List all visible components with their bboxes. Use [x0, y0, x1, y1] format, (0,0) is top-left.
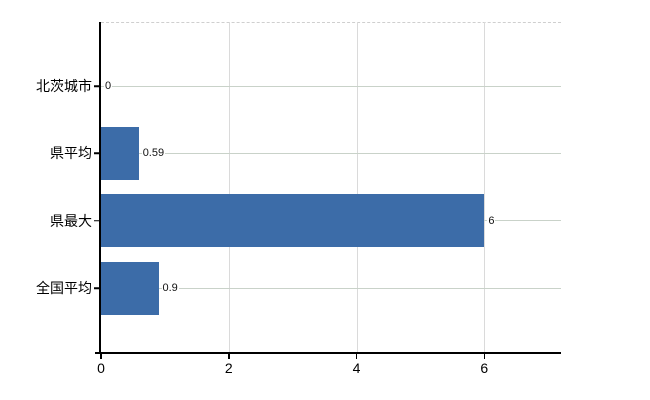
- x-axis-tick: [483, 354, 486, 359]
- y-axis-tick: [94, 152, 101, 155]
- x-axis: [95, 352, 561, 354]
- x-gridline: [356, 22, 358, 352]
- x-gridline: [484, 22, 486, 352]
- bar: [101, 194, 485, 248]
- x-axis-tick: [355, 354, 358, 359]
- x-tick-label: 4: [352, 360, 361, 376]
- y-axis: [99, 22, 101, 354]
- bar: [101, 126, 139, 180]
- row-gridline: [101, 287, 561, 289]
- x-axis-tick: [228, 354, 230, 359]
- bar-value-label: 0.59: [141, 146, 166, 161]
- x-tick-label: 0: [97, 360, 105, 376]
- y-axis-tick: [94, 219, 101, 222]
- category-label: 県最大: [50, 212, 92, 229]
- x-gridline: [228, 22, 230, 352]
- row-gridline: [101, 85, 561, 87]
- x-axis-tick: [100, 354, 102, 359]
- category-label: 北茨城市: [36, 78, 92, 94]
- plot-top-border: [101, 22, 561, 23]
- x-tick-label: 6: [480, 360, 489, 376]
- bar-value-label: 0.9: [161, 281, 179, 295]
- category-label: 県平均: [50, 145, 92, 162]
- bar-value-label: 0: [104, 79, 113, 93]
- bar: [101, 261, 159, 315]
- y-axis-tick: [94, 85, 101, 87]
- y-axis-tick: [94, 287, 101, 289]
- bar-value-label: 6: [487, 213, 496, 228]
- category-label: 全国平均: [36, 280, 92, 296]
- row-gridline: [101, 152, 561, 154]
- x-tick-label: 2: [224, 360, 233, 376]
